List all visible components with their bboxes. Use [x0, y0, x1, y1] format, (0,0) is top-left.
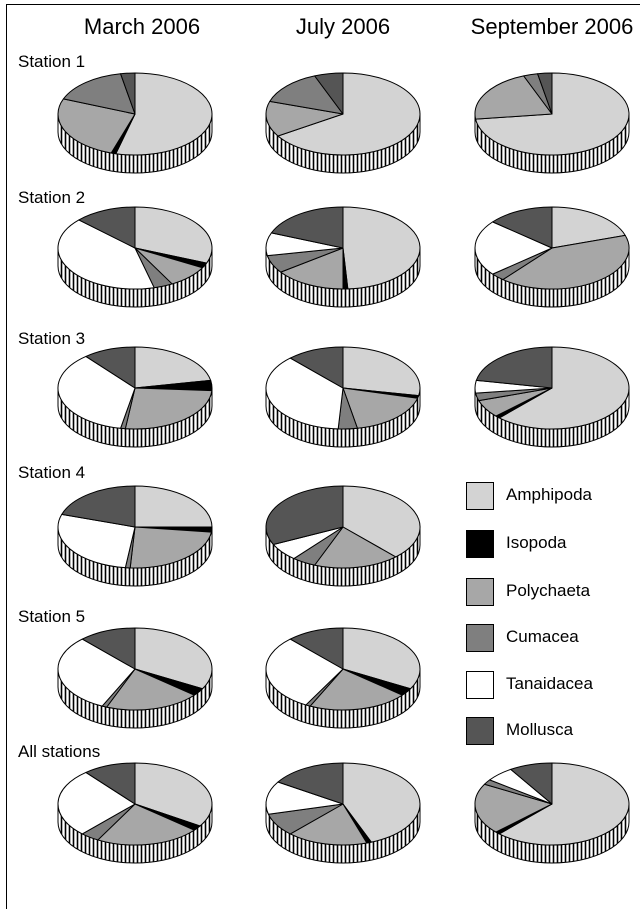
pie-slice-cumacea — [269, 75, 344, 115]
pie-slice-mollusca — [510, 762, 553, 805]
pie-slice-tanaidacea — [265, 638, 344, 706]
pie-slice-mollusca — [289, 627, 344, 670]
row-label-all-stations: All stations — [18, 742, 101, 761]
pie-slice-amphipoda — [498, 762, 630, 846]
column-title-july: July 2006 — [295, 14, 391, 39]
pie-slice-tanaidacea — [57, 638, 136, 707]
legend-swatch-polychaeta — [466, 578, 494, 606]
figure-frame — [6, 4, 640, 909]
pie-slice-amphipoda — [115, 72, 213, 156]
pie-slice-amphipoda — [498, 346, 630, 430]
pie-slice-tanaidacea — [474, 221, 553, 275]
pie-slice-polychaeta — [265, 100, 344, 137]
pie-slice-cumacea — [62, 73, 136, 115]
pie-slice-tanaidacea — [57, 771, 136, 835]
pie-slice-amphipoda — [134, 346, 212, 389]
legend-label-polychaeta: Polychaeta — [506, 581, 591, 600]
pie-slice-polychaeta — [289, 803, 368, 846]
legend-label-mollusca: Mollusca — [506, 720, 574, 739]
legend-label-cumacea: Cumacea — [506, 627, 579, 646]
pie-station-1-july-2006 — [265, 72, 421, 174]
pie-slice-amphipoda — [342, 762, 421, 843]
pie-slice-tanaidacea — [57, 219, 155, 290]
pie-slice-mollusca — [492, 206, 553, 249]
pie-slice-amphipoda — [134, 206, 213, 264]
row-label-station-3: Station 3 — [18, 329, 86, 348]
pie-slice-polychaeta — [309, 668, 403, 711]
pie-slice-amphipoda — [277, 72, 421, 156]
pie-slice-polychaeta — [474, 75, 553, 120]
column-title-september: September 2006 — [470, 14, 634, 39]
pie-slice-amphipoda — [342, 627, 421, 690]
row-label-station-1: Station 1 — [18, 52, 86, 71]
pie-station-4-july-2006 — [265, 485, 421, 587]
pie-slice-mollusca — [81, 627, 136, 670]
pie-station-5-july-2006 — [265, 627, 421, 729]
pie-slice-polychaeta — [314, 526, 397, 569]
pie-slice-tanaidacea — [265, 781, 344, 815]
pie-station-1-september-2006 — [474, 72, 630, 174]
pie-slice-mollusca — [61, 485, 136, 528]
pie-slice-amphipoda — [551, 206, 626, 249]
pie-slice-mollusca — [314, 72, 344, 115]
legend-label-amphipoda: Amphipoda — [506, 485, 593, 504]
pie-station-2-march-2006 — [57, 206, 213, 308]
row-label-station-5: Station 5 — [18, 607, 86, 626]
pie-slice-polychaeta — [97, 803, 195, 846]
pie-station-4-march-2006 — [57, 485, 213, 587]
legend-swatch-cumacea — [466, 624, 494, 652]
row-label-station-2: Station 2 — [18, 188, 86, 207]
column-title-march: March 2006 — [83, 14, 201, 39]
pie-slice-amphipoda — [134, 485, 213, 528]
pie-slice-polychaeta — [502, 234, 630, 290]
pie-all-stations-july-2006 — [265, 762, 421, 864]
pie-station-5-march-2006 — [57, 627, 213, 729]
pie-station-1-march-2006 — [57, 72, 213, 174]
pie-slice-tanaidacea — [57, 513, 136, 569]
pie-all-stations-september-2006 — [474, 762, 630, 864]
pie-slice-polychaeta — [342, 387, 419, 429]
pie-slice-mollusca — [120, 72, 136, 115]
pie-slice-mollusca — [270, 206, 344, 249]
pie-slice-mollusca — [265, 485, 344, 545]
pie-station-3-march-2006 — [57, 346, 213, 448]
legend-swatch-tanaidacea — [466, 671, 494, 699]
pie-slice-mollusca — [78, 206, 136, 249]
pie-station-2-july-2006 — [265, 206, 421, 308]
pie-all-stations-march-2006 — [57, 762, 213, 864]
pie-slice-polychaeta — [124, 387, 213, 430]
pie-slice-amphipoda — [134, 627, 213, 690]
pie-slice-amphipoda — [342, 206, 421, 290]
pie-slice-amphipoda — [342, 346, 421, 397]
pie-station-3-july-2006 — [265, 346, 421, 448]
row-label-station-4: Station 4 — [18, 463, 86, 482]
pie-slice-mollusca — [289, 346, 344, 389]
legend-label-isopoda: Isopoda — [506, 533, 567, 552]
pie-slice-mollusca — [85, 346, 136, 389]
legend-swatch-amphipoda — [466, 482, 494, 510]
pie-station-3-september-2006 — [474, 346, 630, 448]
pie-slice-tanaidacea — [57, 355, 136, 429]
pie-slice-mollusca — [475, 346, 553, 389]
pie-slice-polychaeta — [129, 526, 212, 569]
pie-slice-mollusca — [85, 762, 136, 805]
pie-slice-amphipoda — [342, 485, 421, 558]
legend-label-tanaidacea: Tanaidacea — [506, 674, 593, 693]
pie-slice-mollusca — [537, 72, 553, 115]
pie-slice-polychaeta — [57, 98, 136, 154]
legend-swatch-isopoda — [466, 530, 494, 558]
legend-swatch-mollusca — [466, 717, 494, 745]
pie-slice-mollusca — [277, 762, 344, 805]
pie-slice-polychaeta — [106, 668, 195, 711]
pie-station-2-september-2006 — [474, 206, 630, 308]
pie-slice-tanaidacea — [265, 357, 344, 430]
pie-slice-polychaeta — [280, 247, 344, 290]
pie-slice-polychaeta — [474, 783, 553, 833]
